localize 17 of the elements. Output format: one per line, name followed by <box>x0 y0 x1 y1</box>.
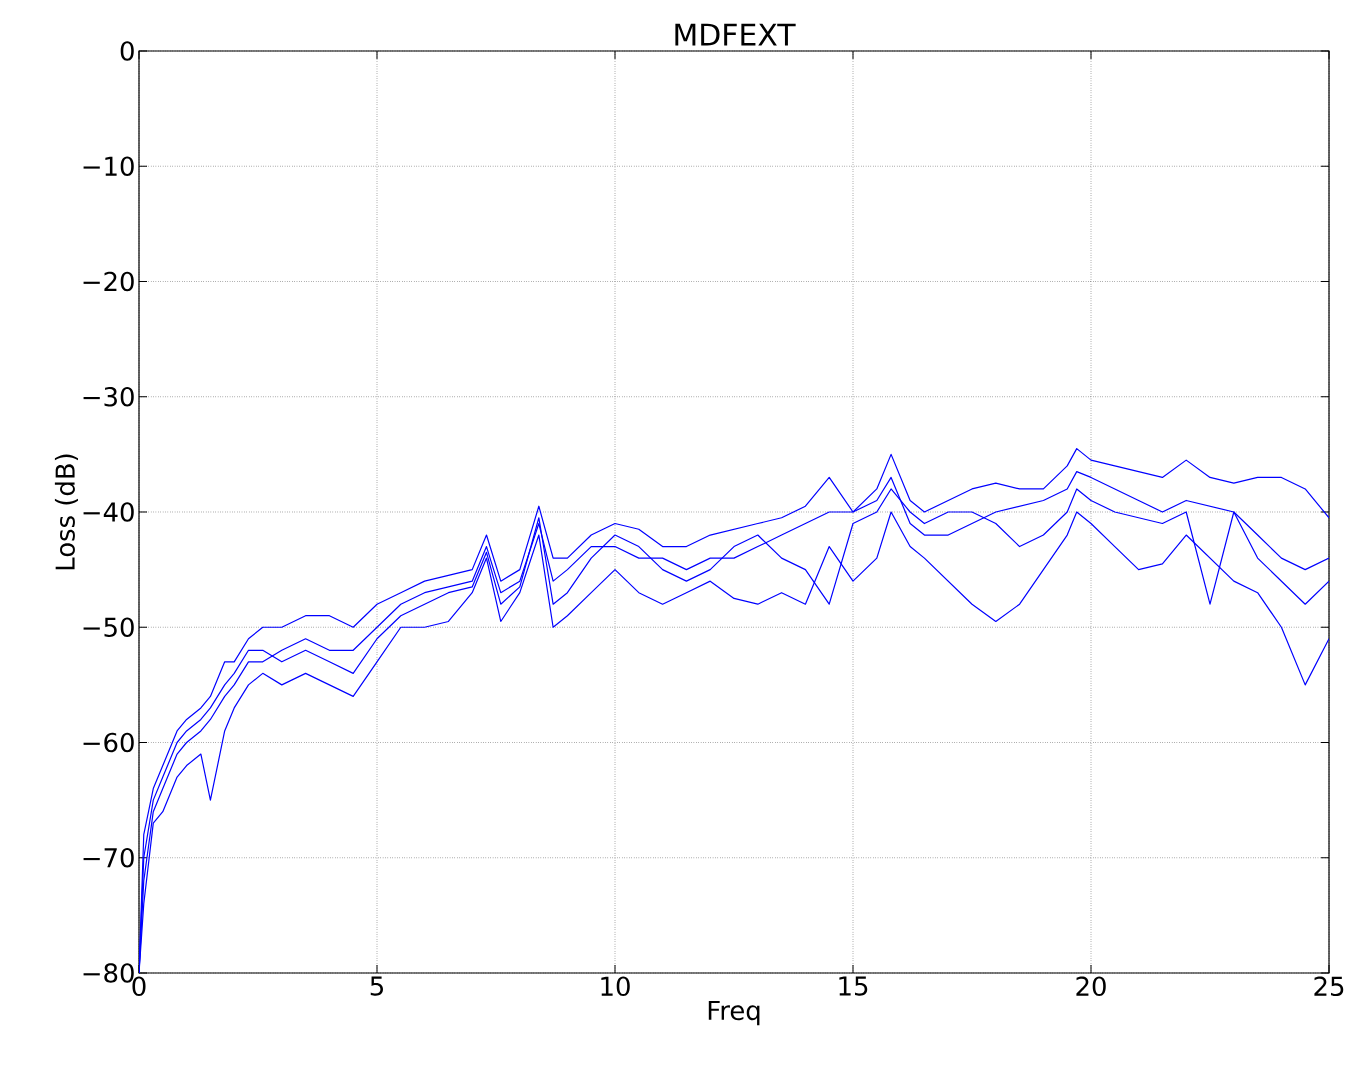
y-tick-label: −30 <box>83 386 134 407</box>
x-axis-title: Freq <box>708 1000 760 1026</box>
x-tick-label: 10 <box>601 976 630 997</box>
x-tick-label: 15 <box>839 976 868 996</box>
y-tick-label: 0 <box>120 41 134 61</box>
y-tick-label: −60 <box>83 732 134 753</box>
chart-title: MDFEXT <box>675 23 796 46</box>
y-tick-label: −10 <box>83 156 134 177</box>
x-tick-label: 20 <box>1076 976 1106 997</box>
y-tick-label: −80 <box>83 963 134 983</box>
x-tick-label: 25 <box>1314 976 1344 997</box>
y-tick-label: −20 <box>83 271 134 292</box>
y-axis-title: Loss (dB) <box>54 454 78 570</box>
x-tick-label: 5 <box>370 976 383 996</box>
y-tick-label: −50 <box>83 617 134 638</box>
y-tick-label: −70 <box>83 847 134 868</box>
y-tick-label: −40 <box>83 502 134 522</box>
